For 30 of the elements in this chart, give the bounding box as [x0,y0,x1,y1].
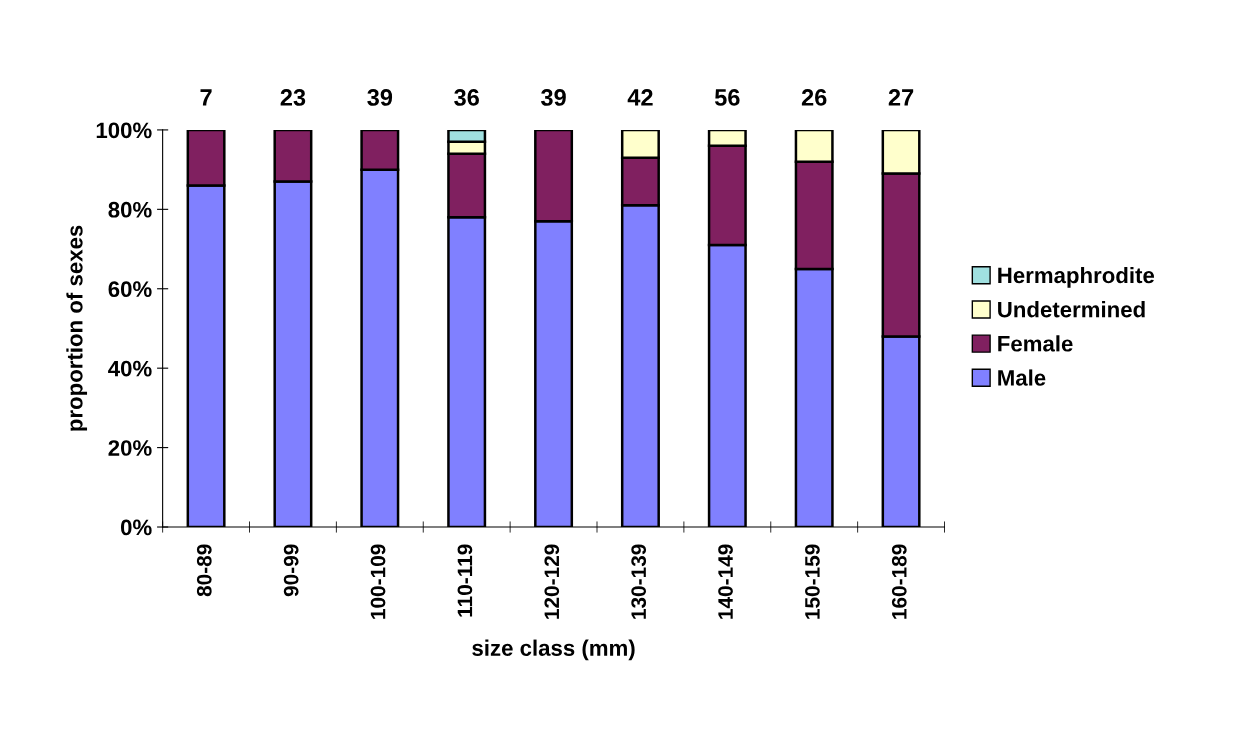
x-tick-label: 80-89 [196,544,212,597]
annotation: 27 [888,89,914,106]
annotation: 39 [540,89,566,106]
annotation: 36 [454,89,479,106]
y-axis-title: proportion of sexes [66,225,88,431]
x-tick-label: 130-139 [631,544,647,619]
annotation: 7 [200,89,212,106]
legend-label: Undetermined [998,301,1145,318]
legend-label: Female [998,335,1073,352]
annotation: 56 [714,89,740,106]
annotation: 39 [367,89,393,106]
y-tick-label: 100% [96,122,152,139]
x-tick-label: 90-99 [283,544,299,597]
y-tick-label: 80% [108,201,152,218]
x-axis-title: size class (mm) [472,639,635,661]
annotation: 42 [627,89,653,106]
x-tick-label: 160-189 [891,544,907,619]
x-tick-label: 110-119 [457,544,473,617]
x-tick-label: 150-159 [805,544,820,619]
annotation: 26 [801,89,827,106]
legend-label: Hermaphrodite [998,266,1155,288]
y-tick-label: 60% [108,281,152,298]
y-tick-label: 20% [108,440,152,456]
x-tick-label: 100-109 [370,544,386,619]
x-tick-label: 120-129 [544,544,560,619]
x-tick-label: 140-149 [718,544,733,619]
y-tick-label: 0% [120,519,152,536]
annotation: 23 [280,89,306,106]
legend-label: Male [998,369,1046,386]
y-tick-label: 40% [108,360,152,377]
